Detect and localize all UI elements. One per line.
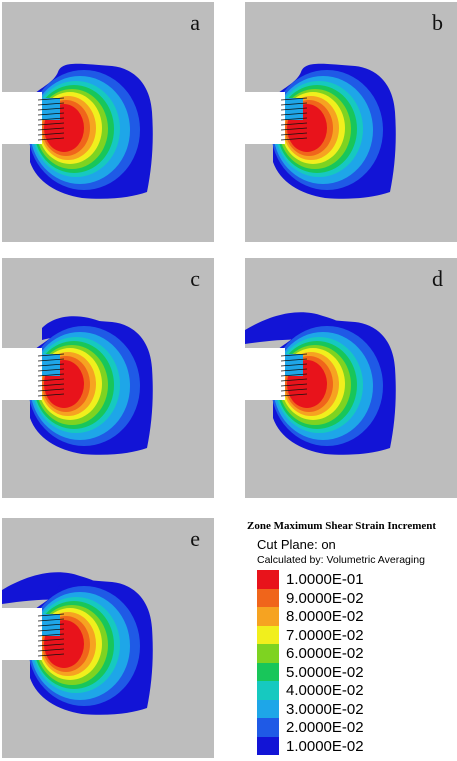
displacement-arrow [37, 618, 65, 622]
displacement-arrow [280, 122, 308, 126]
displacement-arrow [280, 368, 308, 372]
displacement-arrow [37, 368, 65, 372]
displacement-arrow [280, 373, 308, 377]
displacement-arrow [280, 353, 308, 357]
legend: Zone Maximum Shear Strain Increment Cut … [247, 518, 455, 758]
strain-contour-plot [2, 2, 214, 242]
panel-label: d [432, 266, 443, 291]
displacement-arrow [37, 648, 65, 652]
legend-value: 4.0000E-02 [286, 682, 364, 699]
displacement-arrow [280, 112, 308, 116]
displacement-arrow [280, 378, 308, 382]
legend-swatch [257, 607, 279, 626]
displacement-arrow [37, 112, 65, 116]
panel-label: c [190, 266, 200, 291]
strain-contour-plot [245, 258, 457, 498]
legend-value: 6.0000E-02 [286, 645, 364, 662]
legend-calculated-by: Calculated by: Volumetric Averaging [257, 554, 425, 566]
displacement-arrow [280, 393, 308, 397]
displacement-arrow [37, 117, 65, 121]
legend-value: 1.0000E-01 [286, 571, 364, 588]
legend-title: Zone Maximum Shear Strain Increment [247, 520, 437, 532]
contour-panel-e: e [2, 518, 214, 758]
legend-swatch [257, 662, 279, 681]
legend-swatch [257, 736, 279, 755]
displacement-arrow [37, 373, 65, 377]
displacement-arrow [37, 633, 65, 637]
displacement-arrow [37, 653, 65, 657]
legend-swatch [257, 588, 279, 607]
displacement-arrow [37, 122, 65, 126]
displacement-arrow [37, 628, 65, 632]
displacement-arrow [37, 353, 65, 357]
displacement-arrow [280, 107, 308, 111]
legend-value: 7.0000E-02 [286, 626, 364, 644]
displacement-arrow [37, 102, 65, 106]
legend-swatch [257, 699, 279, 718]
displacement-arrow [37, 97, 65, 101]
displacement-arrow [280, 388, 308, 392]
panel-label: e [190, 526, 200, 551]
displacement-arrow [37, 623, 65, 627]
contour-panel-c: c [2, 258, 214, 498]
displacement-arrow [37, 132, 65, 136]
excavation-void [245, 92, 285, 144]
excavation-void [245, 348, 285, 400]
displacement-arrow [280, 358, 308, 362]
strain-contour-plot [245, 2, 457, 242]
legend-cut-plane: Cut Plane: on [257, 537, 336, 552]
displacement-arrow [280, 132, 308, 136]
excavation-void [2, 92, 42, 144]
displacement-arrow [280, 97, 308, 101]
legend-value: 8.0000E-02 [286, 608, 364, 625]
legend-value: 2.0000E-02 [286, 719, 364, 736]
contour-panel-a: a [2, 2, 214, 242]
displacement-arrow [37, 358, 65, 362]
displacement-arrow [37, 613, 65, 617]
displacement-arrow [37, 638, 65, 642]
legend-value: 1.0000E-02 [286, 737, 364, 755]
excavation-void [2, 348, 42, 400]
displacement-arrow [280, 127, 308, 131]
displacement-arrow [37, 107, 65, 111]
displacement-arrow [37, 383, 65, 387]
displacement-arrow [37, 643, 65, 647]
legend-swatch [257, 681, 279, 700]
displacement-arrow [280, 137, 308, 141]
displacement-arrow [37, 388, 65, 392]
panel-label: a [190, 10, 200, 35]
legend-swatch [257, 625, 279, 644]
legend-value: 5.0000E-02 [286, 663, 364, 681]
legend-swatch [257, 718, 279, 737]
displacement-arrow [280, 117, 308, 121]
displacement-arrow [280, 102, 308, 106]
displacement-arrow [280, 363, 308, 367]
displacement-arrow [37, 127, 65, 131]
displacement-arrow [37, 378, 65, 382]
legend-value: 9.0000E-02 [286, 589, 364, 607]
excavation-void [2, 608, 42, 660]
strain-contour-plot [2, 518, 214, 758]
displacement-arrow [37, 137, 65, 141]
displacement-arrow [37, 393, 65, 397]
displacement-arrow [280, 383, 308, 387]
panel-label: b [432, 10, 443, 35]
displacement-arrow [37, 363, 65, 367]
legend-swatch [257, 570, 279, 589]
legend-value: 3.0000E-02 [286, 700, 364, 718]
legend-swatch [257, 644, 279, 663]
contour-panel-d: d [245, 258, 457, 498]
strain-contour-plot [2, 258, 214, 498]
contour-panel-b: b [245, 2, 457, 242]
